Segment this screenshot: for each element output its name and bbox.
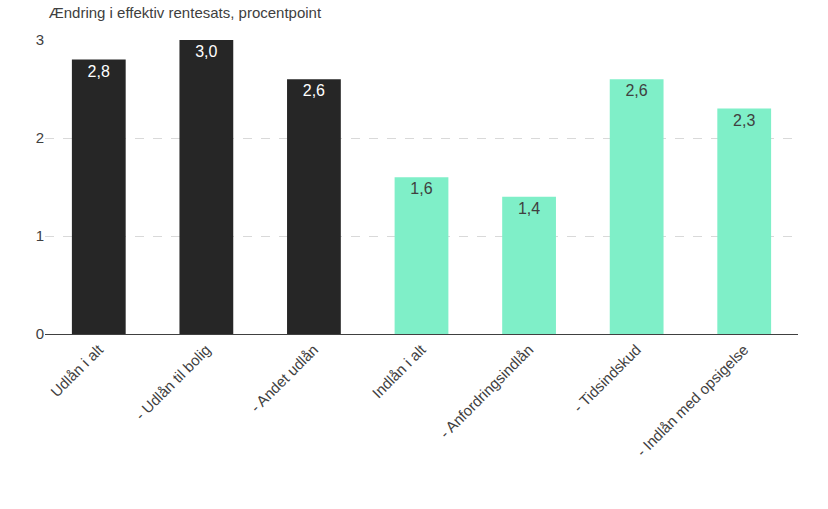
svg-text:3,0: 3,0 [195,43,217,60]
svg-text:Ændring i effektiv rentesats,: Ændring i effektiv rentesats, procentpoi… [49,4,322,21]
svg-text:2,8: 2,8 [88,63,110,80]
svg-text:2,6: 2,6 [625,82,647,99]
svg-text:1,4: 1,4 [518,200,540,217]
svg-text:Udlån i alt: Udlån i alt [47,340,107,400]
svg-text:- Tidsindskud: - Tidsindskud [570,341,645,416]
svg-text:- Anfordringsindlån: - Anfordringsindlån [436,341,536,441]
svg-text:- Andet udlån: - Andet udlån [247,341,322,416]
svg-text:2,6: 2,6 [303,82,325,99]
svg-text:1,6: 1,6 [410,180,432,197]
svg-text:2,3: 2,3 [733,112,755,129]
svg-text:3: 3 [36,31,44,48]
svg-text:- Indlån med opsigelse: - Indlån med opsigelse [633,341,752,460]
svg-text:2: 2 [36,129,44,146]
svg-text:- Udlån til bolig: - Udlån til bolig [132,341,214,423]
svg-text:0: 0 [36,325,44,342]
svg-text:1: 1 [36,227,44,244]
svg-text:Indlån i alt: Indlån i alt [369,340,430,401]
